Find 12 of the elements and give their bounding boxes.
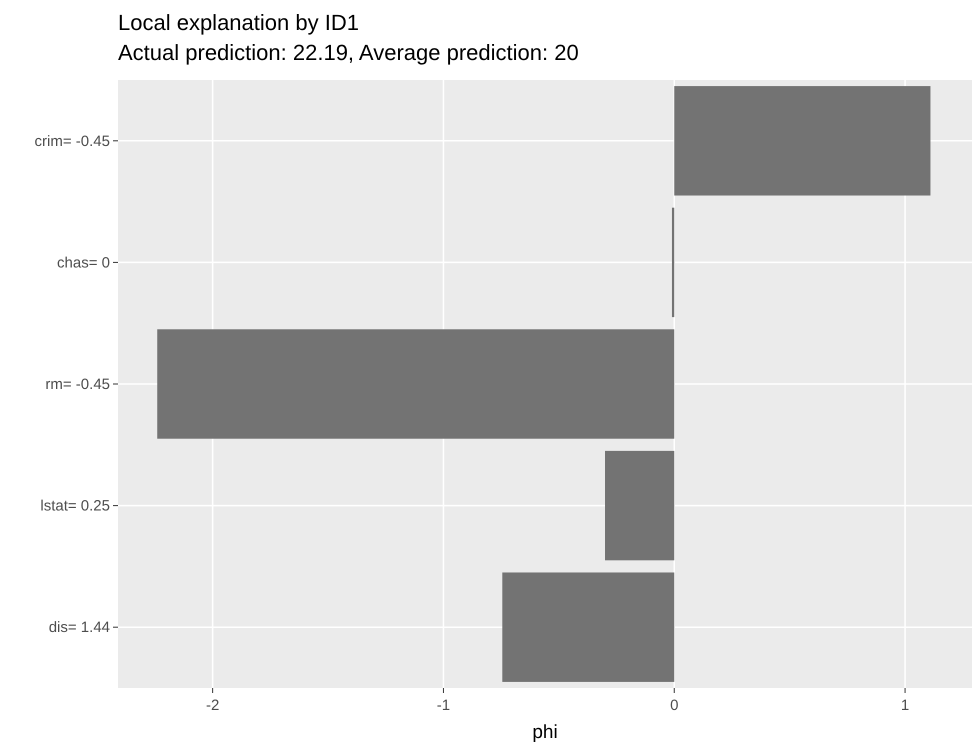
chart-subtitle: Actual prediction: 22.19, Average prediction: 20 — [118, 40, 579, 65]
y-tick-label: lstat= 0.25 — [40, 498, 110, 515]
x-axis-title: phi — [532, 722, 558, 743]
y-tick-label: crim= -0.45 — [34, 132, 110, 150]
x-tick-label: -1 — [436, 697, 450, 714]
x-tick-label: 1 — [900, 697, 910, 714]
y-tick-label: rm= -0.45 — [45, 376, 110, 393]
x-tick-label: -2 — [206, 697, 220, 714]
y-tick-label: dis= 1.44 — [48, 619, 110, 636]
x-tick-label: 0 — [670, 697, 678, 714]
y-tick-label: chas= 0 — [57, 254, 110, 272]
chart-title: Local explanation by ID1 — [118, 10, 359, 35]
